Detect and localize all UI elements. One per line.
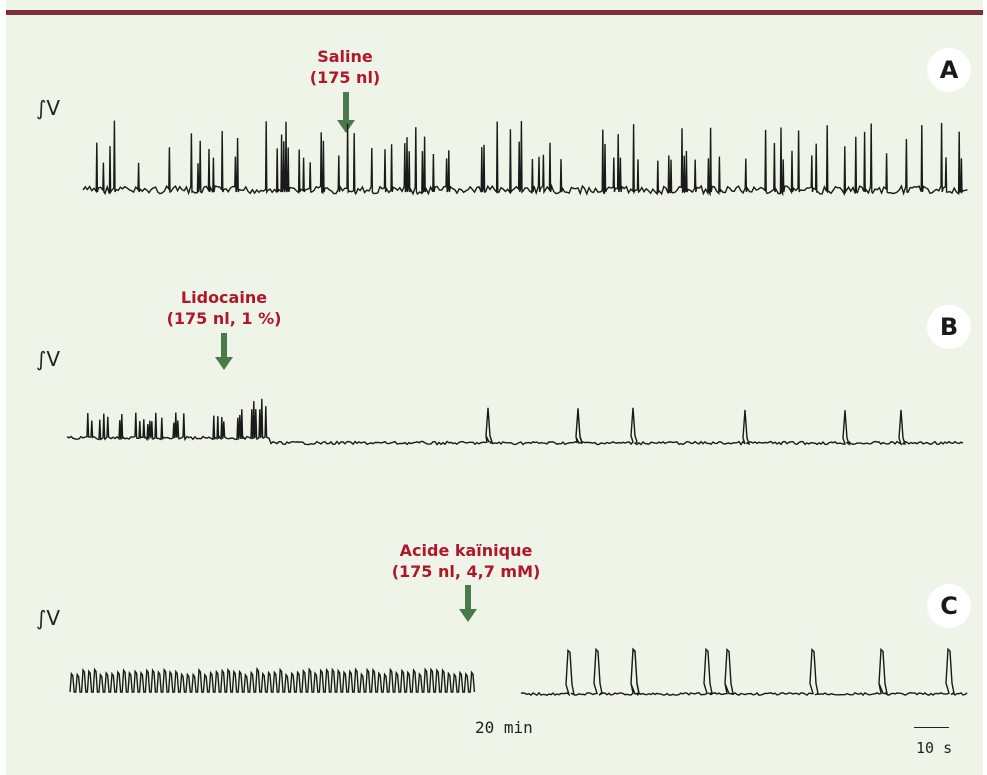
lidocaine-drug-name: Lidocaine xyxy=(180,288,268,307)
lidocaine-dose: (175 nl, 1 %) xyxy=(166,309,282,328)
kainic-acid-drug-name: Acide kaïnique xyxy=(399,541,533,560)
top-rule xyxy=(6,10,983,15)
lidocaine-label: Lidocaine (175 nl, 1 %) xyxy=(167,287,282,329)
panel-b-axis-label: ∫V xyxy=(36,347,61,371)
time-gap-label: 20 min xyxy=(475,718,533,737)
saline-dose: (175 nl) xyxy=(309,68,381,87)
kainic-acid-dose: (175 nl, 4,7 mM) xyxy=(391,562,541,581)
kainic-acid-arrow-icon xyxy=(459,585,477,622)
panel-a-axis-label: ∫V xyxy=(36,96,61,120)
kainic-acid-label: Acide kaïnique (175 nl, 4,7 mM) xyxy=(392,540,541,582)
saline-drug-name: Saline xyxy=(317,47,373,66)
trace-panel-b xyxy=(66,398,964,446)
panel-letter-a: A xyxy=(927,48,971,92)
trace-panel-c-before xyxy=(69,666,476,693)
saline-label: Saline (175 nl) xyxy=(310,46,380,88)
figure-frame xyxy=(6,0,983,775)
panel-letter-c: C xyxy=(927,584,971,628)
trace-panel-a xyxy=(82,120,968,197)
trace-panel-c-after xyxy=(520,647,968,697)
saline-arrow-icon xyxy=(337,92,355,133)
scale-bar xyxy=(914,727,949,728)
panel-letter-b: B xyxy=(927,305,971,349)
scale-bar-label: 10 s xyxy=(916,739,953,757)
lidocaine-arrow-icon xyxy=(215,333,233,370)
panel-c-axis-label: ∫V xyxy=(36,606,61,630)
